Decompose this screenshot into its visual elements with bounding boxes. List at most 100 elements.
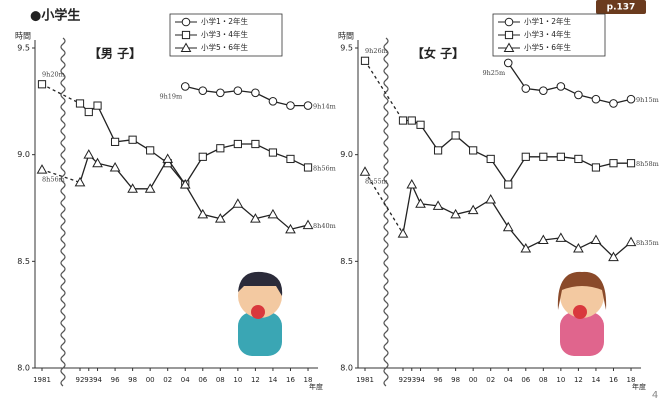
page: ●小学生 p.137 4 【男 子】時間年度8.08.59.09.5198192… xyxy=(0,0,664,403)
marker xyxy=(361,57,368,64)
marker xyxy=(234,140,241,147)
end-label: 9h14m xyxy=(313,103,336,111)
y-tick-label: 9.0 xyxy=(17,150,30,159)
legend-label: 小学5・6年生 xyxy=(201,42,249,52)
chart-title: 【女 子】 xyxy=(412,46,464,61)
y-tick-label: 9.5 xyxy=(17,44,30,53)
start-label: 8h56m xyxy=(42,176,65,184)
marker xyxy=(557,83,565,91)
end-label: 8h40m xyxy=(313,222,336,230)
legend-label: 小学3・4年生 xyxy=(524,29,572,39)
x-tick-label: 93 xyxy=(84,376,93,384)
marker xyxy=(505,181,512,188)
legend-label: 小学3・4年生 xyxy=(201,29,249,39)
start-label: 8h55m xyxy=(365,178,388,186)
y-tick-label: 9.5 xyxy=(340,44,353,53)
x-tick-label: 02 xyxy=(486,376,495,384)
marker xyxy=(217,89,225,97)
x-tick-label: 14 xyxy=(591,376,600,384)
x-tick-label: 98 xyxy=(128,376,137,384)
marker xyxy=(234,87,242,95)
marker xyxy=(111,138,118,145)
x-tick-label: 14 xyxy=(268,376,277,384)
start-label: 9h20m xyxy=(42,70,65,78)
x-tick-label: 12 xyxy=(251,376,260,384)
y-tick-label: 8.0 xyxy=(340,364,353,373)
y-tick-label: 8.5 xyxy=(17,257,30,266)
marker xyxy=(252,140,259,147)
x-tick-label: 93 xyxy=(407,376,416,384)
marker xyxy=(252,89,260,97)
y-axis-label: 時間 xyxy=(338,32,354,41)
legend-label: 小学1・2年生 xyxy=(524,16,572,26)
x-tick-label: 94 xyxy=(416,376,425,384)
marker xyxy=(592,164,599,171)
x-tick-label: 00 xyxy=(469,376,478,384)
marker xyxy=(557,153,564,160)
marker xyxy=(199,87,207,95)
x-tick-label: 18 xyxy=(627,376,636,384)
marker xyxy=(147,147,154,154)
start-label: 9h19m xyxy=(159,92,182,100)
marker xyxy=(269,149,276,156)
marker xyxy=(452,132,459,139)
x-tick-label: 10 xyxy=(233,376,242,384)
start-label: 9h25m xyxy=(482,69,505,77)
marker xyxy=(540,87,548,95)
end-label: 8h35m xyxy=(636,239,659,247)
legend-marker xyxy=(182,31,189,38)
end-label: 8h56m xyxy=(313,164,336,172)
marker xyxy=(487,155,494,162)
marker xyxy=(287,102,295,110)
chart-title: 【男 子】 xyxy=(89,46,141,61)
legend-label: 小学1・2年生 xyxy=(201,16,249,26)
marker xyxy=(129,136,136,143)
legend-label: 小学5・6年生 xyxy=(524,42,572,52)
x-tick-label: 06 xyxy=(198,376,207,384)
x-tick-label: 08 xyxy=(216,376,225,384)
x-tick-label: 18 xyxy=(304,376,313,384)
marker xyxy=(540,153,547,160)
x-tick-label: 94 xyxy=(93,376,102,384)
marker xyxy=(85,108,92,115)
marker xyxy=(575,155,582,162)
marker xyxy=(76,100,83,107)
x-tick-label: 98 xyxy=(451,376,460,384)
marker xyxy=(610,100,618,108)
badge: p.137 xyxy=(607,3,636,13)
marker xyxy=(399,117,406,124)
marker xyxy=(38,81,45,88)
x-tick-label: 96 xyxy=(434,376,443,384)
marker xyxy=(627,160,634,167)
x-tick-label: 16 xyxy=(286,376,295,384)
page-number: 4 xyxy=(652,390,658,401)
marker xyxy=(181,83,189,91)
marker xyxy=(199,153,206,160)
marker xyxy=(504,59,512,67)
marker xyxy=(287,155,294,162)
x-tick-label: 10 xyxy=(556,376,565,384)
x-tick-label: 16 xyxy=(609,376,618,384)
start-label: 9h26m xyxy=(365,47,388,55)
x-tick-label: 06 xyxy=(521,376,530,384)
x-tick-label: 12 xyxy=(574,376,583,384)
x-tick-label: 00 xyxy=(146,376,155,384)
marker xyxy=(522,85,530,93)
y-axis-label: 時間 xyxy=(15,32,31,41)
y-tick-label: 8.0 xyxy=(17,364,30,373)
marker xyxy=(269,98,277,106)
legend-marker xyxy=(182,18,190,26)
x-tick-label: 02 xyxy=(163,376,172,384)
y-tick-label: 8.5 xyxy=(340,257,353,266)
marker xyxy=(408,117,415,124)
marker xyxy=(417,121,424,128)
legend-marker xyxy=(505,18,513,26)
marker xyxy=(94,102,101,109)
page-title: ●小学生 xyxy=(30,8,80,24)
end-label: 9h15m xyxy=(636,96,659,104)
legend-marker xyxy=(505,31,512,38)
end-label: 8h58m xyxy=(636,160,659,168)
marker xyxy=(592,95,600,103)
x-tick-label: 96 xyxy=(111,376,120,384)
marker xyxy=(434,147,441,154)
